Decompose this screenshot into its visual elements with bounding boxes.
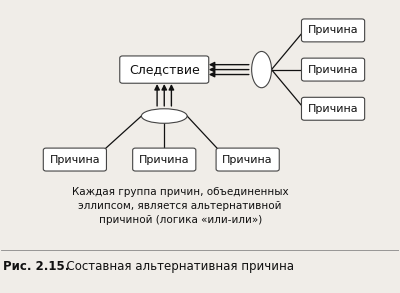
Text: Причина: Причина bbox=[50, 155, 100, 165]
Text: Причина: Причина bbox=[308, 64, 358, 75]
Text: Рис. 2.15.: Рис. 2.15. bbox=[3, 260, 70, 273]
Text: Причина: Причина bbox=[139, 155, 190, 165]
FancyBboxPatch shape bbox=[302, 97, 365, 120]
Text: Причина: Причина bbox=[308, 25, 358, 35]
FancyBboxPatch shape bbox=[120, 56, 209, 83]
FancyBboxPatch shape bbox=[302, 19, 365, 42]
Ellipse shape bbox=[252, 52, 272, 88]
Text: Причина: Причина bbox=[222, 155, 273, 165]
Text: Причина: Причина bbox=[308, 104, 358, 114]
Text: Каждая группа причин, объединенных
эллипсом, является альтернативной
причиной (л: Каждая группа причин, объединенных эллип… bbox=[72, 187, 288, 225]
FancyBboxPatch shape bbox=[216, 148, 279, 171]
FancyBboxPatch shape bbox=[43, 148, 106, 171]
FancyBboxPatch shape bbox=[302, 58, 365, 81]
Text: Следствие: Следствие bbox=[129, 63, 200, 76]
Text: Составная альтернативная причина: Составная альтернативная причина bbox=[59, 260, 294, 273]
Ellipse shape bbox=[142, 109, 187, 123]
FancyBboxPatch shape bbox=[133, 148, 196, 171]
